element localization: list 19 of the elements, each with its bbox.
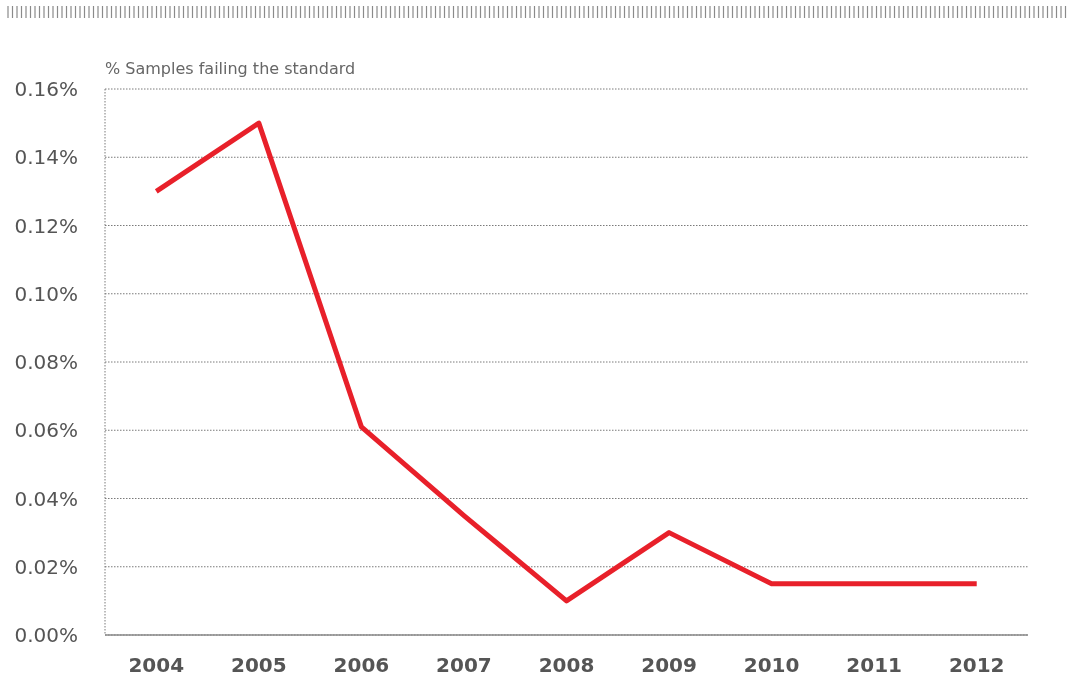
y-tick-label: 0.04% — [14, 486, 78, 511]
y-tick-label: 0.08% — [14, 350, 78, 374]
x-tick-label: 2012 — [948, 653, 1005, 677]
y-tick-label: 0.14% — [14, 145, 78, 170]
y-tick-label: 0.16% — [14, 77, 78, 101]
x-tick-label: 2010 — [743, 653, 800, 677]
x-tick-label: 2006 — [333, 653, 390, 677]
y-tick-label: 0.10% — [14, 281, 78, 306]
y-tick-label: 0.12% — [14, 213, 78, 238]
x-tick-label: 2005 — [231, 653, 287, 677]
x-tick-label: 2007 — [436, 653, 492, 677]
x-tick-label: 2011 — [846, 653, 902, 677]
x-tick-label: 2004 — [128, 653, 185, 677]
y-tick-label: 0.02% — [14, 554, 78, 579]
y-tick-label: 0.06% — [14, 418, 78, 443]
x-tick-label: 2009 — [641, 653, 697, 677]
y-axis-title: % Samples failing the standard — [105, 59, 356, 78]
y-tick-label: 0.00% — [14, 623, 78, 647]
x-tick-label: 2008 — [538, 653, 595, 677]
